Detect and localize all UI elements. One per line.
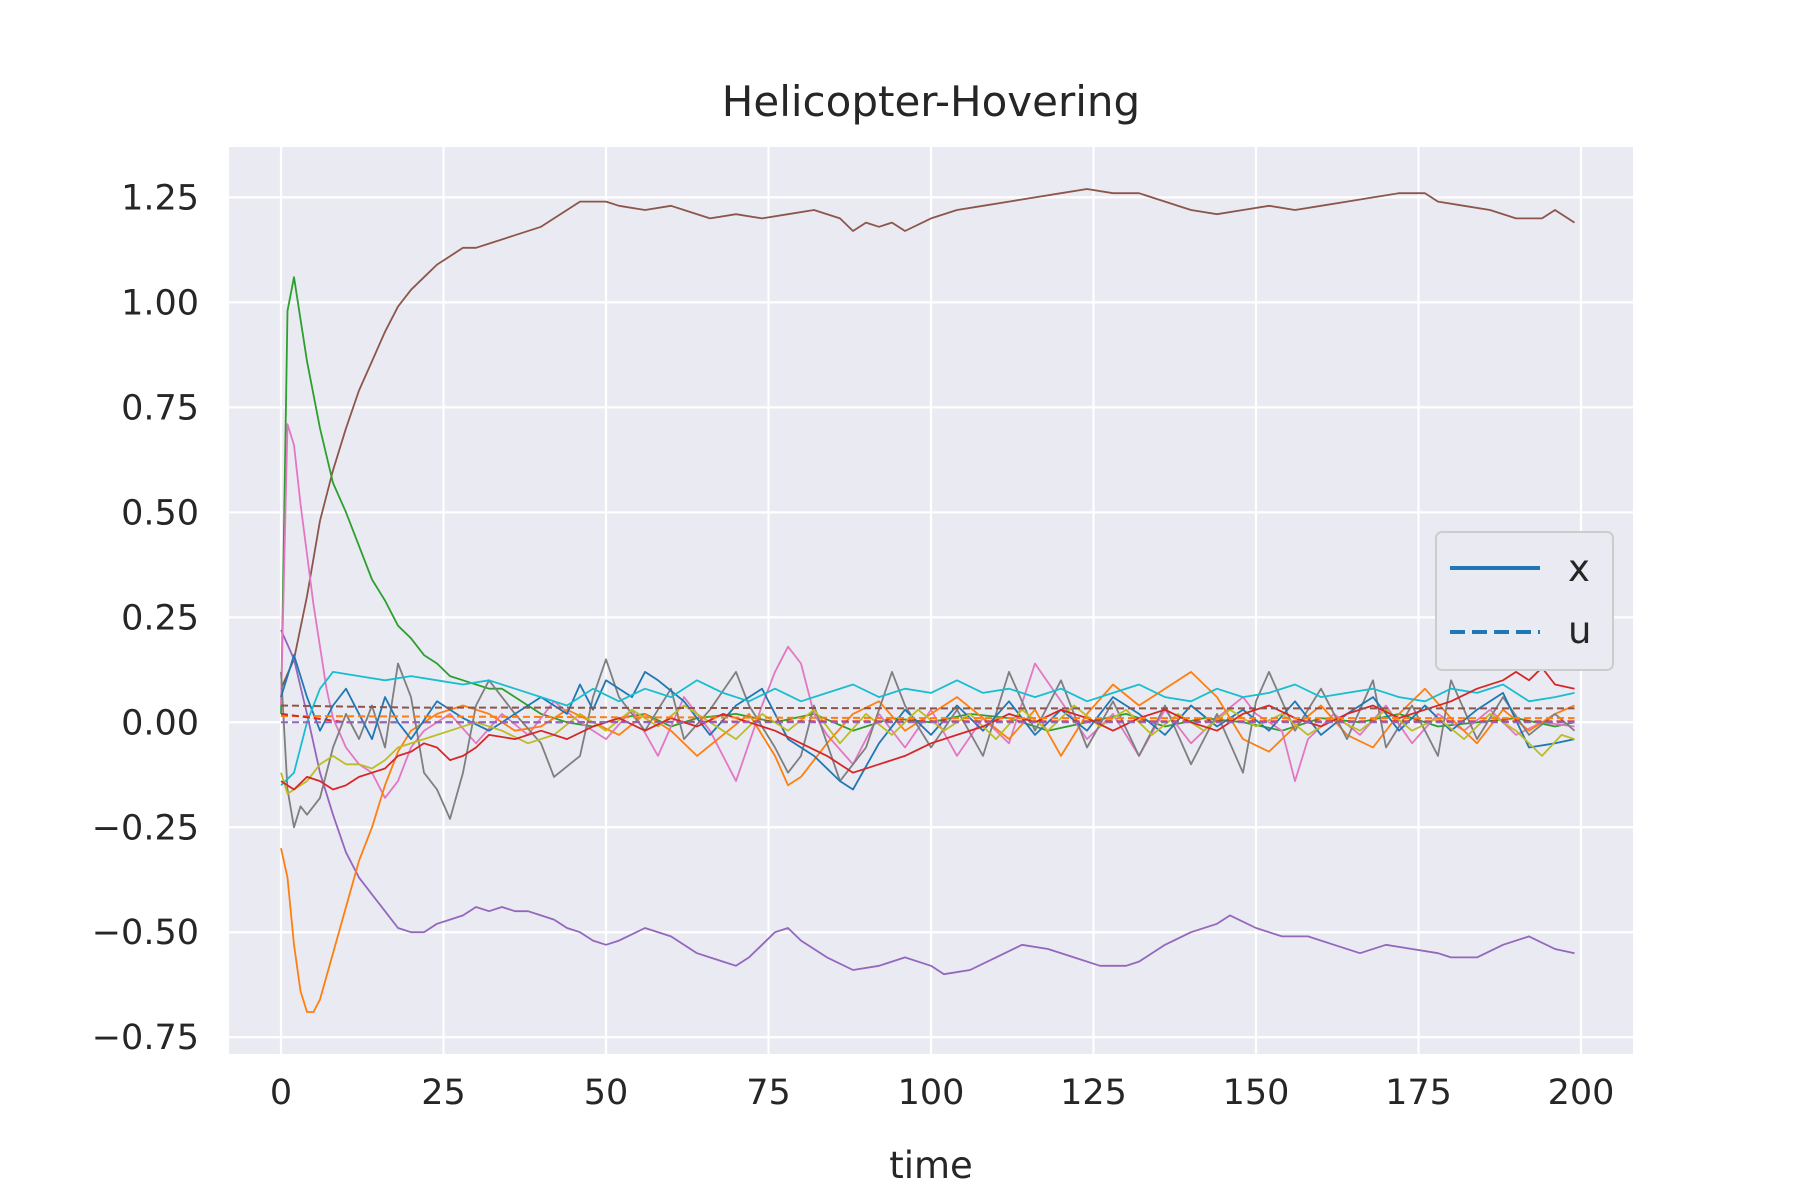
y-tick-label: −0.50	[92, 913, 199, 953]
y-tick-label: 0.75	[121, 388, 199, 428]
y-tick-label: −0.25	[92, 808, 199, 848]
x-tick-label: 50	[584, 1073, 629, 1113]
y-tick-label: −0.75	[92, 1018, 199, 1058]
y-tick-label: 0.50	[121, 493, 199, 533]
legend: x u	[1435, 531, 1614, 671]
legend-label-x: x	[1568, 547, 1590, 590]
y-tick-labels: −0.75 −0.50 −0.25 0.00 0.25 0.50 0.75 1.00 1.25	[92, 178, 199, 1058]
series-u-line-11	[280, 715, 1575, 720]
series-x-line-9	[280, 666, 1575, 791]
x-tick-label: 150	[1223, 1073, 1290, 1113]
series-x-line-2	[280, 276, 1575, 732]
x-axis-title: time	[889, 1144, 973, 1187]
series-x-line-3	[280, 423, 1575, 799]
series-x-line-7	[280, 671, 1575, 786]
x-tick-label: 0	[270, 1073, 292, 1113]
series-x-line-8	[280, 704, 1575, 795]
series-x-line-6	[280, 654, 1575, 791]
x-tick-labels: 0 25 50 75 100 125 150 175 200	[270, 1073, 1615, 1113]
x-tick-label: 75	[746, 1073, 791, 1113]
series-layer	[280, 188, 1576, 1013]
x-tick-label: 200	[1548, 1073, 1615, 1113]
y-tick-label: 0.00	[121, 703, 199, 743]
x-tick-label: 100	[898, 1073, 965, 1113]
series-x-line-0	[280, 188, 1575, 690]
x-tick-label: 175	[1385, 1073, 1452, 1113]
y-tick-label: 1.25	[121, 178, 199, 218]
x-tick-label: 125	[1060, 1073, 1127, 1113]
y-tick-label: 1.00	[121, 283, 199, 323]
grid	[229, 147, 1633, 1054]
y-tick-label: 0.25	[121, 598, 199, 638]
chart-title: Helicopter-Hovering	[722, 77, 1140, 126]
series-x-line-4	[280, 671, 1575, 1013]
legend-label-u: u	[1568, 609, 1591, 652]
series-u-line-10	[280, 704, 1575, 710]
x-tick-label: 25	[421, 1073, 466, 1113]
series-x-line-1	[280, 629, 1575, 976]
